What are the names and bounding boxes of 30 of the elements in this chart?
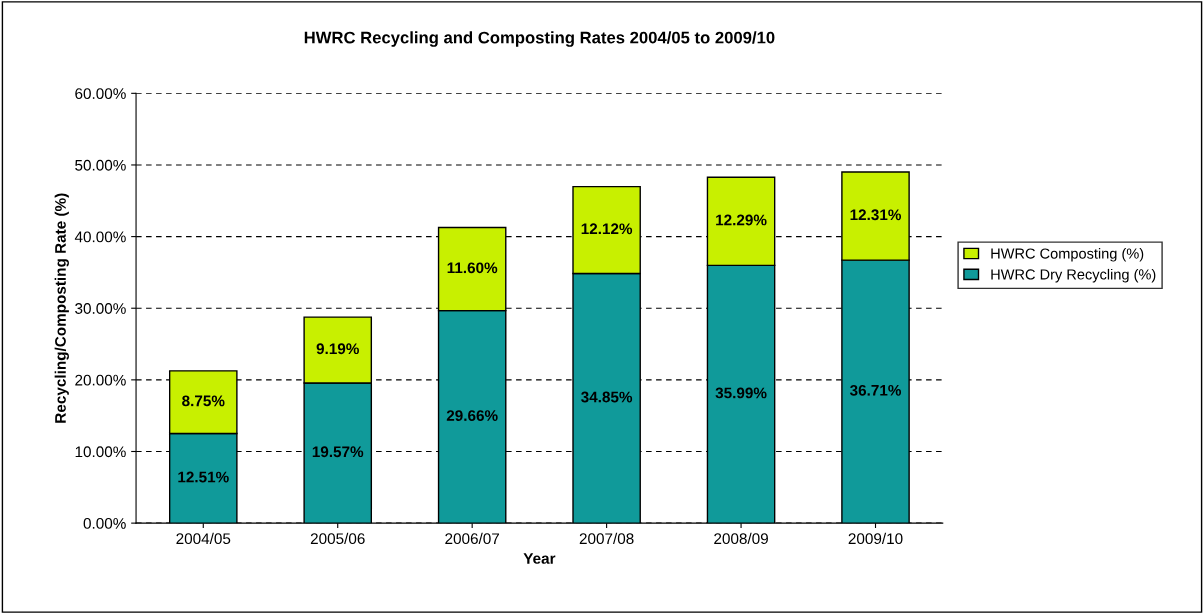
chart-title: HWRC Recycling and Composting Rates 2004/05 to 2009/10 xyxy=(304,31,775,47)
legend-label: HWRC Composting (%) xyxy=(991,248,1144,262)
y-tick-label: 10.00% xyxy=(75,446,126,458)
data-label: 12.31% xyxy=(850,209,902,221)
y-axis-title: Recycling/Composting Rate (%) xyxy=(54,193,69,423)
data-label: 12.12% xyxy=(581,223,633,235)
y-tick-label: 60.00% xyxy=(75,88,126,100)
data-label: 9.19% xyxy=(316,343,359,355)
data-label: 12.51% xyxy=(178,471,229,483)
y-tick-label: 0.00% xyxy=(83,518,126,529)
data-label: 34.85% xyxy=(581,391,633,403)
data-label: 36.71% xyxy=(849,384,902,396)
legend-label: HWRC Dry Recycling (%) xyxy=(991,268,1156,283)
x-tick-label: 2009/10 xyxy=(848,532,903,545)
data-label: 11.60% xyxy=(447,262,498,274)
x-tick-label: 2004/05 xyxy=(176,532,231,545)
data-label: 19.57% xyxy=(312,446,364,458)
y-tick-label: 40.00% xyxy=(74,231,126,243)
data-label: 8.75% xyxy=(182,395,225,407)
y-tick-label: 20.00% xyxy=(75,374,126,386)
data-label: 29.66% xyxy=(446,410,498,421)
x-tick-label: 2008/09 xyxy=(714,532,768,545)
data-label: 12.29% xyxy=(716,214,767,226)
x-axis-title: Year xyxy=(523,553,556,564)
y-tick-label: 50.00% xyxy=(75,159,126,171)
y-tick-label: 30.00% xyxy=(75,303,126,314)
x-tick-label: 2005/06 xyxy=(310,532,365,545)
x-tick-label: 2007/08 xyxy=(579,532,634,545)
x-tick-label: 2006/07 xyxy=(445,532,500,545)
data-label: 35.99% xyxy=(715,387,767,399)
